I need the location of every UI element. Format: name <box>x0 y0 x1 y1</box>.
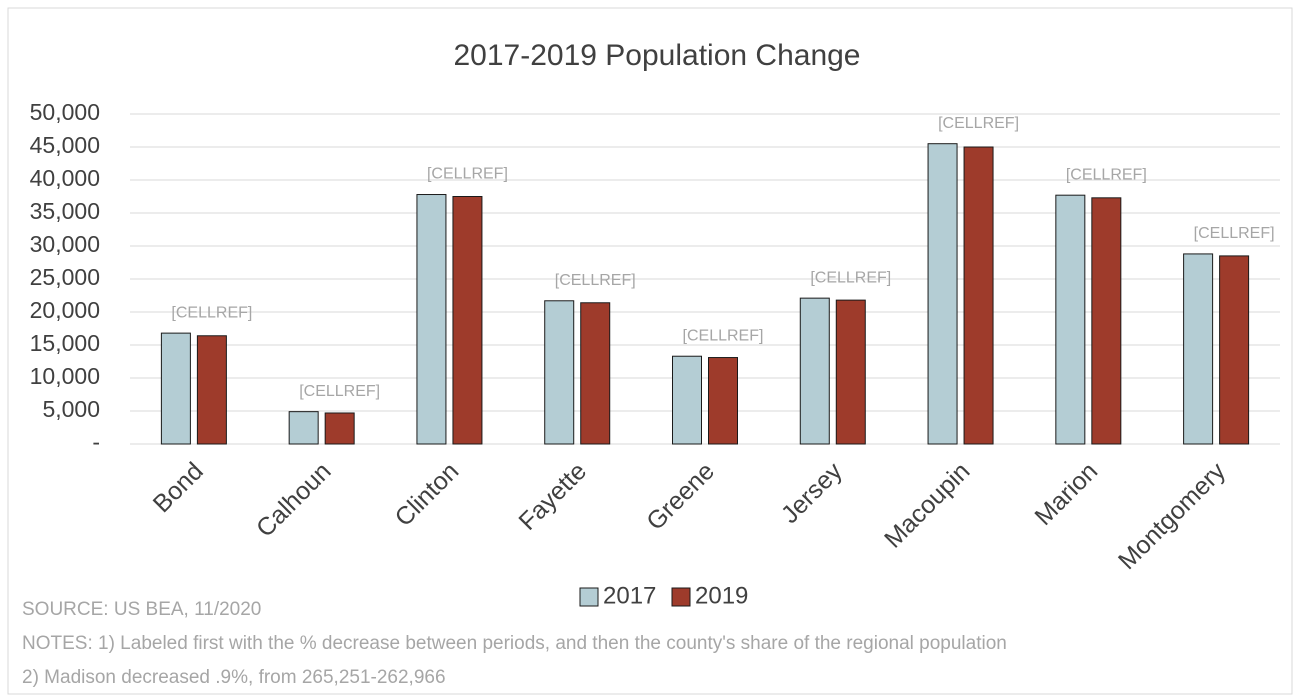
legend-label: 2019 <box>695 582 748 609</box>
chart-title: 2017-2019 Population Change <box>453 39 860 72</box>
note: 2) Madison decreased .9%, from 265,251-2… <box>22 667 446 688</box>
y-tick-label: 30,000 <box>30 231 100 257</box>
y-tick-label: 20,000 <box>30 297 100 323</box>
bar <box>708 357 738 445</box>
bar <box>1219 255 1250 445</box>
bar <box>452 196 483 445</box>
data-annotation: [CELLREF] <box>683 327 764 344</box>
y-tick-label: 40,000 <box>30 165 100 191</box>
data-annotation: [CELLREF] <box>1066 166 1147 183</box>
bar <box>160 332 191 445</box>
bar <box>672 355 702 445</box>
y-tick-label: 10,000 <box>30 363 100 389</box>
data-annotation: [CELLREF] <box>299 383 380 400</box>
bar <box>1183 253 1214 445</box>
bar <box>1091 197 1122 445</box>
bar <box>196 335 227 445</box>
data-annotation: [CELLREF] <box>171 304 252 321</box>
note: SOURCE: US BEA, 11/2020 <box>22 599 261 620</box>
y-tick-label: 45,000 <box>30 132 100 158</box>
bar <box>288 411 319 445</box>
bar <box>1055 194 1086 445</box>
bar <box>544 300 575 445</box>
bar <box>835 299 866 445</box>
data-annotation: [CELLREF] <box>938 115 1019 132</box>
y-tick-label: - <box>92 429 100 455</box>
legend-swatch <box>671 587 691 607</box>
data-annotation: [CELLREF] <box>555 272 636 289</box>
legend-swatch <box>579 587 599 607</box>
y-tick-label: 15,000 <box>30 330 100 356</box>
y-tick-label: 50,000 <box>30 99 100 125</box>
y-tick-label: 5,000 <box>42 396 100 422</box>
bar <box>580 302 611 445</box>
note: NOTES: 1) Labeled first with the % decre… <box>22 633 1007 654</box>
bar <box>927 143 958 445</box>
bar <box>799 297 830 445</box>
bar <box>416 194 447 445</box>
legend-label: 2017 <box>603 582 656 609</box>
data-annotation: [CELLREF] <box>810 269 891 286</box>
data-annotation: [CELLREF] <box>427 166 508 183</box>
y-tick-label: 25,000 <box>30 264 100 290</box>
bar <box>324 412 355 445</box>
data-annotation: [CELLREF] <box>1194 225 1275 242</box>
y-tick-label: 35,000 <box>30 198 100 224</box>
bar <box>963 146 994 445</box>
